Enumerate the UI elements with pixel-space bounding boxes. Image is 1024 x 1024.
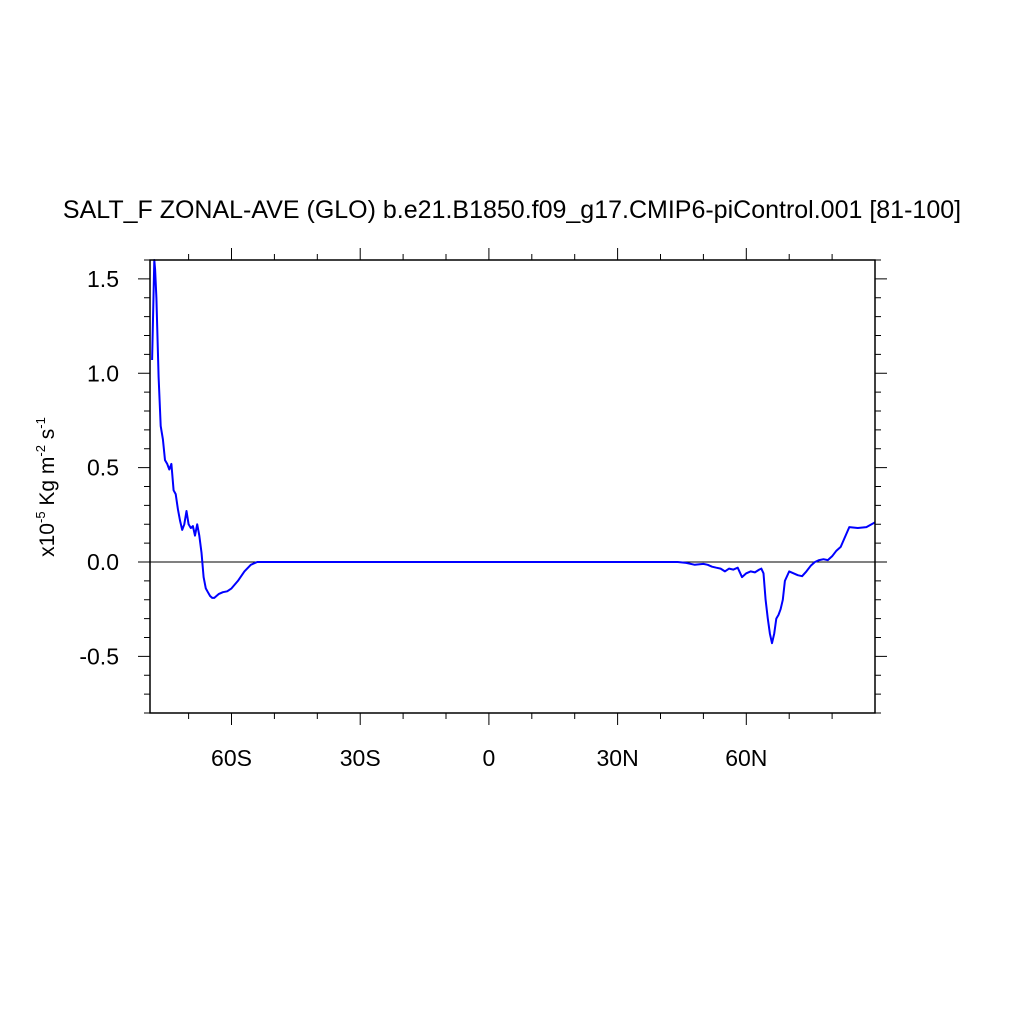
y-label-exp-scale: -5 [33, 511, 48, 523]
x-tick-label: 30N [597, 745, 639, 771]
y-label-exp-s: -1 [33, 417, 48, 429]
tick-labels: 60S 30S 0 30N 60N 1.5 1.0 0.5 0.0 -0.5 [79, 266, 767, 771]
x-tick-label: 60S [211, 745, 252, 771]
plot-frame [149, 259, 876, 714]
series-line [151, 259, 876, 645]
x-tick-label: 30S [340, 745, 381, 771]
y-label-unit-b: s [36, 429, 59, 445]
chart-title: SALT_F ZONAL-AVE (GLO) b.e21.B1850.f09_g… [62, 196, 962, 224]
y-tick-label: 1.5 [87, 266, 119, 292]
y-label-unit-a: Kg m [36, 457, 59, 512]
y-label-base: x10 [36, 523, 59, 557]
y-tick-label: 0.0 [87, 549, 119, 575]
y-axis-label: x10-5 Kg m-2 s-1 [33, 417, 59, 557]
x-tick-label: 0 [483, 745, 496, 771]
y-tick-label: -0.5 [79, 643, 119, 669]
y-tick-label: 0.5 [87, 455, 119, 481]
x-tick-label: 60N [725, 745, 767, 771]
y-label-exp-m: -2 [33, 445, 48, 457]
data-layer [151, 259, 876, 645]
axis-ticks [138, 248, 887, 725]
y-tick-label: 1.0 [87, 360, 119, 386]
